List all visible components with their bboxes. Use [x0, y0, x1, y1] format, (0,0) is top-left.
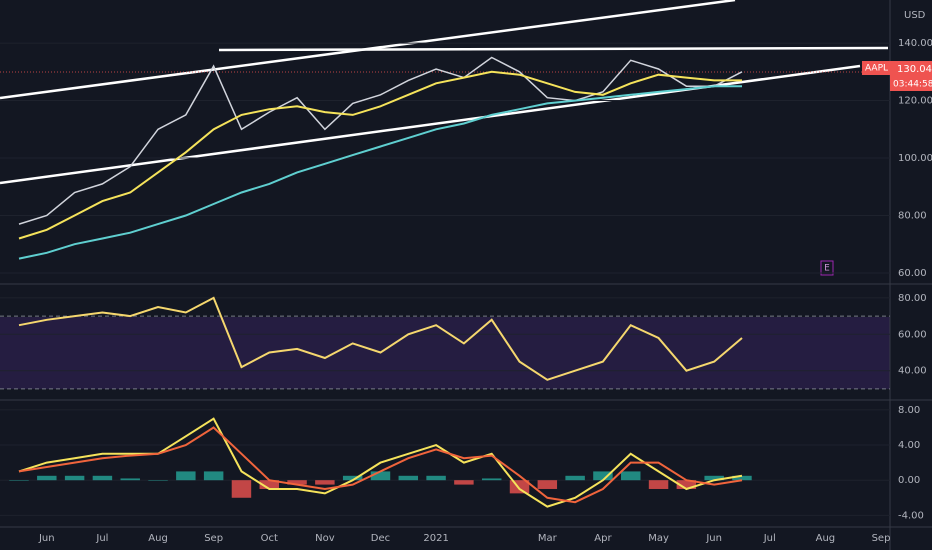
histogram-bar	[231, 480, 252, 498]
last-price: 130.04	[897, 64, 932, 75]
x-tick-label: Sep	[204, 533, 223, 544]
y-tick-label: 120.00	[898, 96, 932, 107]
histogram-bar	[454, 480, 474, 485]
x-tick-label: Jun	[38, 533, 55, 544]
symbol-tag	[862, 61, 890, 75]
y-tick-label: 8.00	[898, 405, 920, 416]
y-tick-label: 60.00	[898, 329, 927, 340]
y-tick-label: 60.00	[898, 268, 927, 279]
trend-line	[218, 46, 889, 52]
series-line	[18, 426, 743, 504]
x-tick-label: Jul	[95, 533, 108, 544]
x-tick-label: Jun	[705, 533, 722, 544]
rsi-band	[0, 317, 890, 389]
histogram-bar	[565, 475, 585, 481]
series-line	[18, 85, 742, 260]
histogram-bar	[621, 471, 641, 481]
currency: USD	[904, 10, 926, 21]
histogram-bar	[37, 475, 57, 481]
earnings-marker: E	[824, 264, 830, 274]
histogram-bar	[315, 480, 335, 485]
x-tick-label: May	[648, 533, 669, 544]
histogram-bar	[120, 478, 140, 481]
y-tick-label: 140.00	[898, 38, 932, 49]
y-tick-label: 100.00	[898, 153, 932, 164]
series-line	[18, 417, 743, 508]
histogram-bar	[287, 480, 307, 485]
x-tick-label: Apr	[594, 533, 612, 544]
histogram-bar	[259, 480, 279, 489]
histogram-bar	[704, 475, 724, 481]
y-tick-label: 80.00	[898, 210, 927, 221]
histogram-bar	[148, 480, 168, 481]
series-line	[18, 56, 743, 225]
x-tick-label: Aug	[816, 533, 836, 544]
y-tick-label: 4.00	[898, 440, 920, 451]
x-tick-label: 2021	[423, 533, 448, 544]
y-tick-label: 80.00	[898, 293, 927, 304]
histogram-bar	[676, 480, 697, 489]
price-tag	[890, 61, 932, 91]
histogram-bar	[398, 475, 419, 481]
series-line	[18, 70, 742, 240]
histogram-bar	[370, 471, 391, 481]
histogram-bar	[92, 475, 113, 481]
histogram-bar	[481, 478, 502, 481]
x-tick-label: Oct	[261, 533, 278, 544]
y-tick-label: 0.00	[898, 475, 920, 486]
symbol: AAPL	[865, 64, 888, 74]
histogram-bar	[342, 475, 363, 481]
y-tick-label: 40.00	[898, 366, 927, 377]
countdown: 03:44:58	[893, 80, 932, 90]
histogram-bar	[64, 475, 85, 481]
x-tick-label: Jul	[763, 533, 776, 544]
x-tick-label: Dec	[371, 533, 390, 544]
histogram-bar	[648, 480, 669, 489]
histogram-bar	[537, 480, 558, 489]
earnings-box	[820, 260, 834, 276]
histogram-bar	[176, 471, 196, 481]
x-tick-label: Sep	[872, 533, 891, 544]
x-tick-label: Aug	[148, 533, 168, 544]
x-tick-label: Nov	[315, 533, 335, 544]
histogram-bar	[203, 471, 224, 481]
histogram-bar	[426, 475, 446, 481]
y-tick-label: -4.00	[898, 510, 924, 521]
x-tick-label: Mar	[538, 533, 558, 544]
histogram-bar	[732, 475, 752, 481]
series-line	[18, 296, 743, 381]
histogram-bar	[593, 471, 613, 481]
histogram-bar	[9, 480, 29, 481]
